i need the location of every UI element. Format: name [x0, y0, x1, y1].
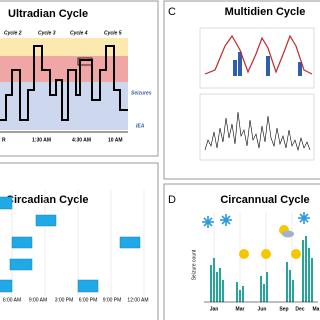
cloud — [282, 230, 294, 238]
cycle-label: Cycle 2 — [4, 30, 22, 36]
bar — [233, 60, 237, 76]
time-label: 12:00 AM — [127, 297, 148, 303]
event-bar — [35, 214, 57, 227]
band-label: Seizures — [131, 90, 152, 96]
event-bar — [11, 236, 33, 249]
band — [0, 38, 128, 56]
panel-title: Ultradian Cycle — [8, 8, 88, 20]
panel-border — [0, 0, 159, 157]
month-label: Jan — [210, 306, 219, 312]
circannual-panel: D Circannual Cycle Seizure count Jan Mar… — [168, 194, 320, 312]
cycle-label: Cycle 4 — [70, 30, 88, 36]
bar — [298, 62, 302, 76]
month-label: Jun — [258, 306, 267, 312]
time-label: 6:00 AM — [3, 297, 21, 303]
ultradian-panel: Ultradian Cycle Cycle 2 Cycle 3 Cycle 4 … — [0, 8, 152, 143]
event-bar — [0, 279, 13, 293]
multidien-panel: C Multidien Cycle — [168, 6, 315, 161]
y-axis-label: Seizure count — [191, 249, 197, 280]
time-label: 6:00 PM — [79, 297, 98, 303]
panel-title: Multidien Cycle — [225, 6, 306, 18]
event-bar — [0, 196, 13, 210]
bars — [210, 236, 313, 302]
time-label: 1:30 AM — [32, 137, 51, 143]
time-label: 3:00 PM — [55, 297, 74, 303]
subplot — [199, 27, 315, 89]
time-label: 4:30 AM — [72, 137, 91, 143]
cycle-label: Cycle 5 — [104, 30, 122, 36]
panel-border — [163, 183, 320, 320]
event-bar — [9, 258, 33, 271]
marker — [77, 57, 93, 66]
month-label: Dec — [295, 306, 304, 312]
panel-letter: D — [168, 194, 176, 206]
bar — [238, 52, 242, 76]
circadian-panel: Circadian Cycle 6:00 AM 9:00 AM 3:00 PM … — [0, 190, 149, 303]
event-bar — [77, 279, 99, 293]
month-label: Ma — [313, 306, 320, 312]
state-line — [0, 45, 128, 121]
time-label: 10 AM — [108, 137, 123, 143]
bar — [266, 56, 270, 76]
noise-line — [204, 111, 311, 152]
snowflake — [202, 212, 310, 228]
time-label: 9:00 PM — [103, 297, 122, 303]
panel-letter: C — [168, 6, 176, 18]
panel-border — [163, 0, 320, 180]
cycle-label: Cycle 3 — [38, 30, 56, 36]
month-label: Sep — [279, 306, 288, 312]
band-label: IEA — [136, 123, 145, 129]
subplot — [199, 93, 315, 161]
trend-line — [204, 34, 313, 75]
event-bar — [119, 236, 141, 249]
time-label: R — [2, 137, 6, 143]
panel-title: Circadian Cycle — [6, 194, 89, 206]
band — [0, 82, 128, 130]
panel-border — [0, 162, 159, 320]
panel-title: Circannual Cycle — [220, 194, 309, 206]
month-label: Mar — [236, 306, 245, 312]
sun — [239, 225, 301, 259]
time-label: 9:00 AM — [29, 297, 47, 303]
